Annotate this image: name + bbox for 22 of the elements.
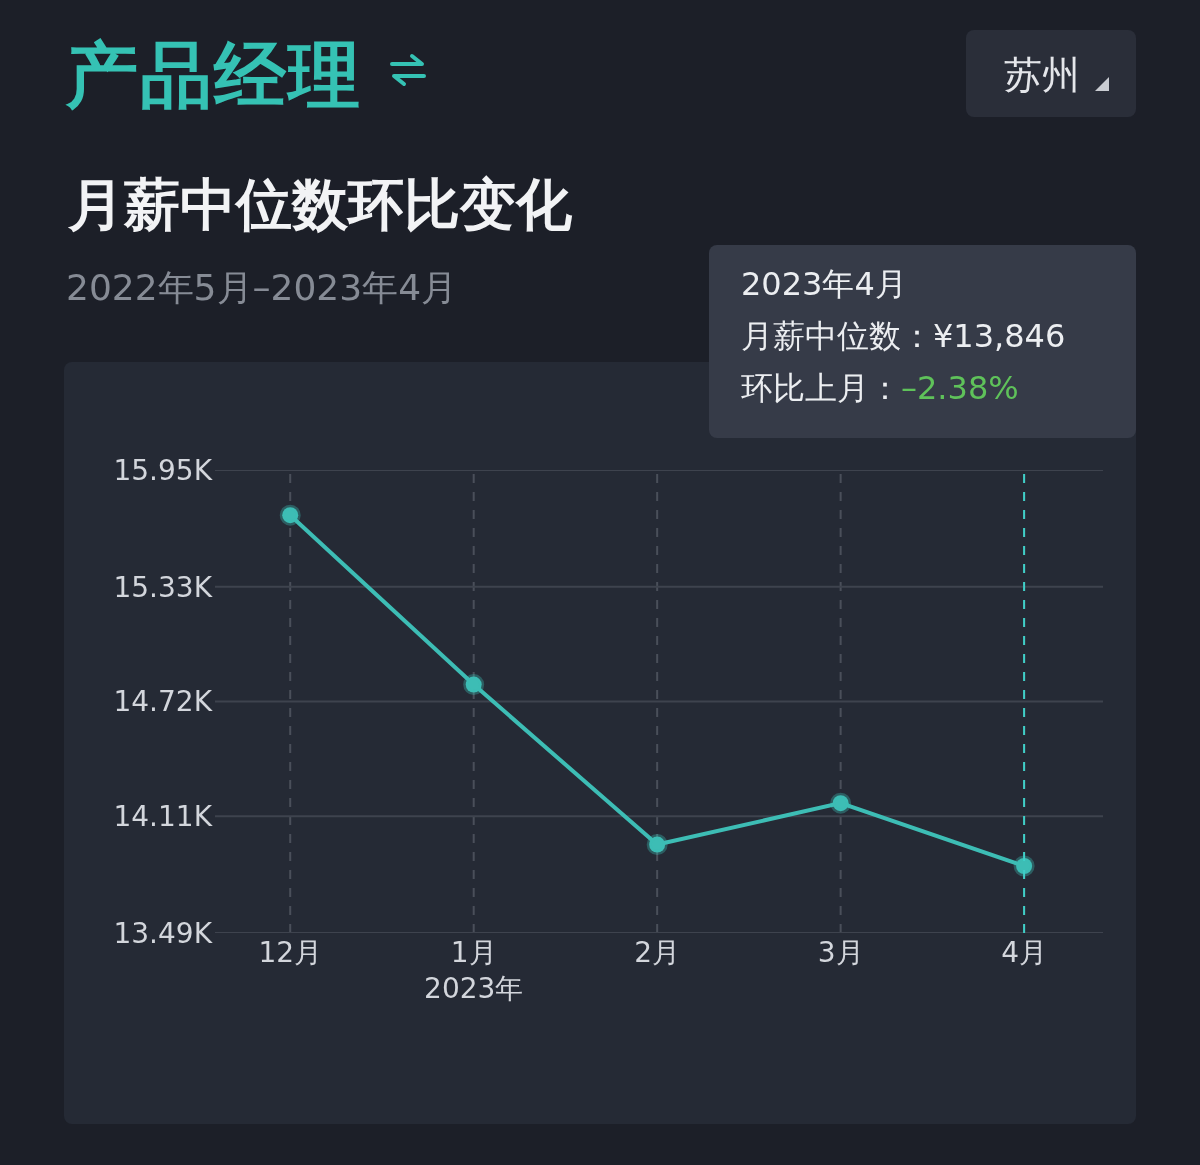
point [463, 674, 485, 696]
point [1013, 855, 1035, 877]
x-tick-label: 12月 [258, 936, 323, 969]
point [279, 504, 301, 526]
x-tick-label: 2月 [634, 936, 681, 969]
y-tick-label: 15.95K [113, 453, 213, 487]
text: 苏州 [1004, 52, 1080, 99]
text: 月薪中位数：¥13,846 [741, 316, 1066, 357]
y-tick-label: 13.49K [113, 916, 213, 950]
chart-subtitle: 月薪中位数环比变化 [68, 171, 572, 239]
y-tick-label: 14.11K [113, 800, 213, 834]
y-tick-label: 15.33K [113, 570, 213, 604]
text: 2022年5月–2023年4月 [66, 266, 458, 310]
point [830, 792, 852, 814]
y-tick-label: 14.72K [113, 685, 213, 719]
point [646, 834, 668, 856]
x-tick-label: 3月 [817, 936, 864, 969]
x-tick-label: 4月 [1001, 936, 1048, 969]
x-tick-label: 1月 2023年 [424, 936, 524, 1006]
text: 环比上月：–2.38% [741, 368, 1019, 409]
text: 2023年4月 [741, 264, 907, 305]
chart-title: 产品经理 [66, 32, 362, 119]
